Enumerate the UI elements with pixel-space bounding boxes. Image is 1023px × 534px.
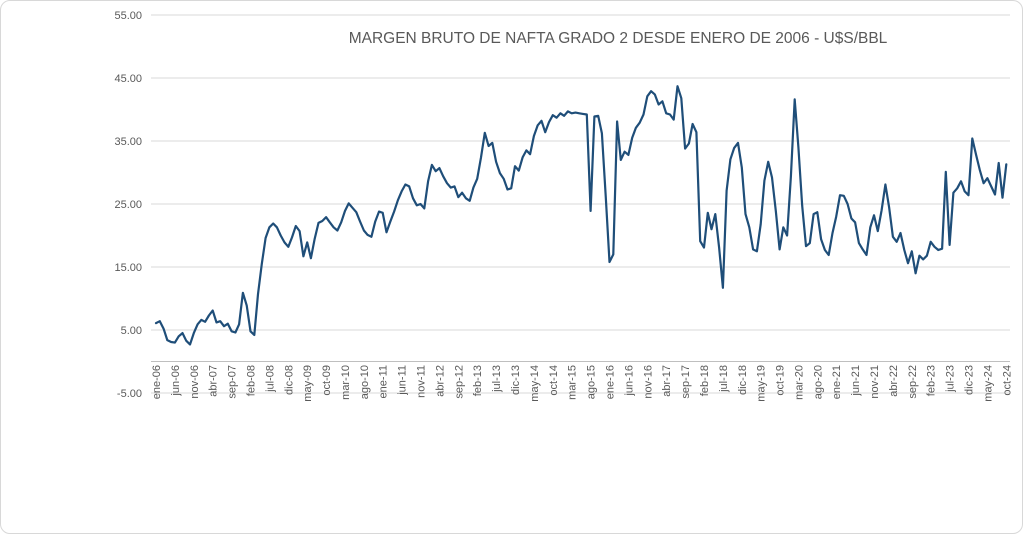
x-tick-label: feb-23 bbox=[926, 365, 938, 396]
x-tick-label: abr-17 bbox=[661, 365, 673, 397]
x-tick-label: oct-14 bbox=[548, 365, 560, 396]
x-tick-label: dic-13 bbox=[510, 365, 522, 395]
x-tick-label: sep-12 bbox=[453, 365, 465, 399]
chart-title: MARGEN BRUTO DE NAFTA GRADO 2 DESDE ENER… bbox=[349, 30, 888, 47]
x-tick-label: ago-20 bbox=[812, 365, 824, 399]
x-tick-label: may-19 bbox=[756, 365, 768, 402]
x-tick-label: jun-21 bbox=[850, 365, 862, 397]
x-tick-label: may-14 bbox=[529, 365, 541, 402]
x-tick-label: ago-10 bbox=[359, 365, 371, 399]
x-tick-label: feb-18 bbox=[699, 365, 711, 396]
y-tick-label: 5.00 bbox=[121, 325, 142, 337]
x-tick-label: may-09 bbox=[302, 365, 314, 402]
x-tick-label: feb-08 bbox=[245, 365, 257, 396]
x-tick-label: nov-21 bbox=[869, 365, 881, 399]
y-tick-label: 15.00 bbox=[114, 262, 142, 274]
x-tick-label: jun-06 bbox=[170, 365, 182, 397]
x-tick-label: feb-13 bbox=[472, 365, 484, 396]
x-tick-label: jul-23 bbox=[945, 365, 957, 393]
x-tick-label: mar-20 bbox=[793, 365, 805, 400]
x-tick-label: sep-07 bbox=[227, 365, 239, 399]
x-tick-label: jun-11 bbox=[397, 365, 409, 396]
x-tick-label: nov-16 bbox=[642, 365, 654, 399]
x-tick-label: nov-11 bbox=[416, 365, 428, 398]
x-tick-label: ene-21 bbox=[831, 365, 843, 399]
y-tick-label: 45.00 bbox=[114, 73, 142, 85]
x-tick-label: ene-16 bbox=[604, 365, 616, 399]
data-series-line bbox=[154, 85, 1008, 346]
x-tick-label: abr-22 bbox=[888, 365, 900, 397]
x-tick-label: jul-08 bbox=[264, 365, 276, 393]
x-tick-label: oct-24 bbox=[1001, 365, 1013, 396]
x-tick-label: jul-13 bbox=[491, 365, 503, 393]
x-tick-label: sep-22 bbox=[907, 365, 919, 399]
x-tick-label: jul-18 bbox=[718, 365, 730, 393]
x-tick-label: ago-15 bbox=[586, 365, 598, 399]
x-tick-label: dic-08 bbox=[283, 365, 295, 395]
gridlines bbox=[151, 14, 1010, 394]
x-tick-label: mar-15 bbox=[567, 365, 579, 400]
x-tick-label: dic-18 bbox=[737, 365, 749, 395]
x-tick-label: jun-16 bbox=[623, 365, 635, 397]
x-tick-label: abr-07 bbox=[208, 365, 220, 397]
y-axis-labels: 55.00 45.00 35.00 25.00 15.00 5.00 -5.00 bbox=[114, 10, 142, 400]
y-tick-label: -5.00 bbox=[117, 388, 142, 400]
x-tick-label: dic-23 bbox=[964, 365, 976, 395]
x-tick-label: nov-06 bbox=[189, 365, 201, 399]
x-tick-label: abr-12 bbox=[434, 365, 446, 397]
x-tick-label: oct-19 bbox=[775, 365, 787, 396]
y-tick-label: 55.00 bbox=[114, 10, 142, 22]
x-axis-labels: ene-06 jun-06 nov-06 abr-07 sep-07 feb-08 jul-… bbox=[151, 365, 1013, 402]
x-tick-label: may-24 bbox=[982, 365, 994, 402]
y-tick-label: 35.00 bbox=[114, 136, 142, 148]
y-tick-label: 25.00 bbox=[114, 199, 142, 211]
x-tick-label: ene-11 bbox=[378, 365, 390, 398]
x-tick-label: oct-09 bbox=[321, 365, 333, 396]
x-tick-label: sep-17 bbox=[680, 365, 692, 399]
x-tick-label: mar-10 bbox=[340, 365, 352, 400]
x-tick-label: ene-06 bbox=[151, 365, 163, 399]
